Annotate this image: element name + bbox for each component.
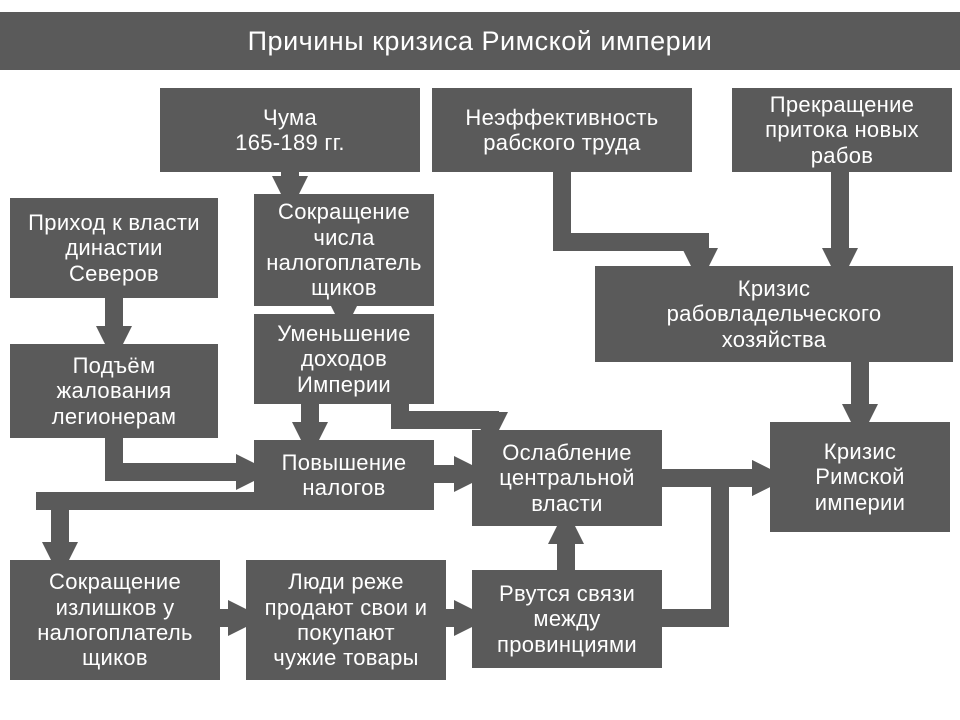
node-label: Люди режепродают свои ипокупаютчужие тов… bbox=[265, 569, 428, 670]
node-label: Сокращениеизлишков уналогоплательщиков bbox=[37, 569, 193, 670]
node-label: Повышениеналогов bbox=[282, 450, 407, 501]
node-ineff: Неэффективностьрабского труда bbox=[432, 88, 692, 172]
node-surplusDown: Сокращениеизлишков уналогоплательщиков bbox=[10, 560, 220, 680]
node-label: Сокращениечисланалогоплательщиков bbox=[266, 199, 422, 300]
node-salaryUp: Подъёмжалованиялегионерам bbox=[10, 344, 218, 438]
node-label: Чума165-189 гг. bbox=[235, 105, 345, 156]
node-taxesUp: Повышениеналогов bbox=[254, 440, 434, 510]
edge-ineff-to-slaveCrisis bbox=[562, 172, 700, 266]
node-label: Приход к властидинастииСеверов bbox=[28, 210, 200, 286]
node-incomeDown: УменьшениедоходовИмперии bbox=[254, 314, 434, 404]
edge-linksBreak-to-crisis bbox=[662, 478, 770, 618]
node-label: Кризисрабовладельческогохозяйства bbox=[667, 276, 882, 352]
node-crisis: КризисРимскойимперии bbox=[770, 422, 950, 532]
node-label: Подъёмжалованиялегионерам bbox=[52, 353, 177, 429]
node-label: Прекращениепритока новыхрабов bbox=[765, 92, 919, 168]
node-label: КризисРимскойимперии bbox=[815, 439, 905, 515]
node-linksBreak: Рвутся связимеждупровинциями bbox=[472, 570, 662, 668]
node-stopSlaves: Прекращениепритока новыхрабов bbox=[732, 88, 952, 172]
node-taxpayersDown: Сокращениечисланалогоплательщиков bbox=[254, 194, 434, 306]
node-severi: Приход к властидинастииСеверов bbox=[10, 198, 218, 298]
edge-incomeDown-to-weakening bbox=[400, 404, 490, 430]
node-label: Неэффективностьрабского труда bbox=[465, 105, 658, 156]
node-slaveCrisis: Кризисрабовладельческогохозяйства bbox=[595, 266, 953, 362]
node-label: Рвутся связимеждупровинциями bbox=[497, 581, 637, 657]
node-weakening: Ослаблениецентральнойвласти bbox=[472, 430, 662, 526]
edge-salaryUp-to-taxesUp bbox=[114, 438, 254, 472]
node-tradeDown: Люди режепродают свои ипокупаютчужие тов… bbox=[246, 560, 446, 680]
node-label: УменьшениедоходовИмперии bbox=[277, 321, 411, 397]
diagram-title: Причины кризиса Римской империи bbox=[0, 12, 960, 70]
node-plague: Чума165-189 гг. bbox=[160, 88, 420, 172]
node-label: Ослаблениецентральнойвласти bbox=[499, 440, 635, 516]
